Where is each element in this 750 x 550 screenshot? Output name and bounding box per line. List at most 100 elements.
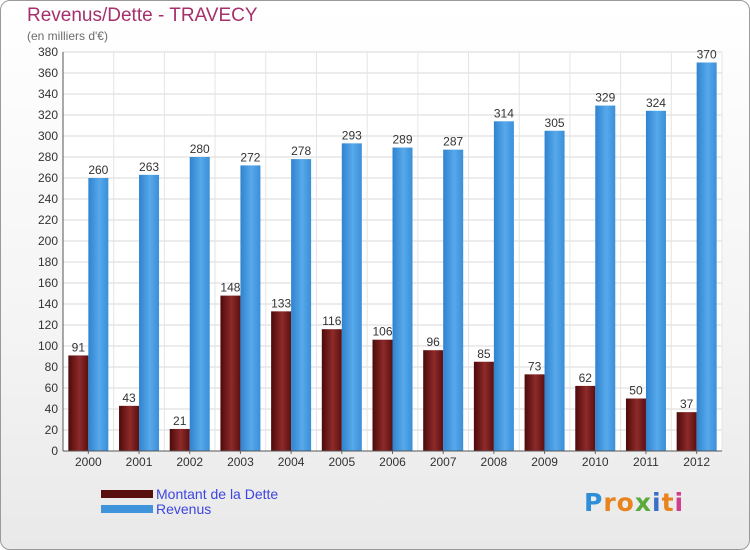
legend-swatch-revenus [101,505,153,513]
x-tick-label: 2004 [278,455,305,469]
x-tick-label: 2001 [126,455,153,469]
y-tick-label: 200 [38,234,58,248]
bar-dette [220,295,241,451]
bar-revenus [493,121,514,452]
bar-revenus [443,149,464,451]
bar-dette [169,428,190,451]
bar-dette [524,374,545,451]
bar-revenus [139,174,160,451]
data-label-revenus: 370 [697,48,717,62]
logo-letter: r [603,488,617,517]
bar-revenus [341,143,362,451]
data-label-dette: 106 [372,325,392,339]
data-label-revenus: 263 [139,160,159,174]
data-label-dette: 37 [680,397,694,411]
bar-dette [68,355,89,451]
y-tick-label: 120 [38,318,58,332]
labels-layer: 91 260 43 263 21 280 148 272 133 278 116 293 106 289 9… [72,48,717,428]
logo-letter: t [661,488,675,517]
bar-dette [575,385,596,451]
y-tick-label: 0 [51,444,58,458]
y-tick-label: 140 [38,297,58,311]
bar-revenus [240,165,261,451]
x-tick-label: 2007 [430,455,457,469]
bars-layer [68,62,717,452]
data-label-dette: 91 [72,340,86,354]
y-tick-label: 380 [38,45,58,59]
y-tick-label: 100 [38,339,58,353]
data-label-dette: 133 [271,296,291,310]
data-label-dette: 21 [173,414,187,428]
logo-letter: i [674,488,685,517]
y-tick-label: 240 [38,192,58,206]
x-tick-label: 2000 [75,455,102,469]
data-label-revenus: 324 [646,96,666,110]
y-tick-label: 360 [38,66,58,80]
x-tick-label: 2005 [328,455,355,469]
logo-letter: i [652,488,662,517]
x-tick-label: 2003 [227,455,254,469]
y-tick-label: 320 [38,108,58,122]
x-tick-label: 2009 [531,455,558,469]
data-label-dette: 50 [629,384,643,398]
logo-letter: o [616,488,635,517]
y-tick-label: 220 [38,213,58,227]
data-label-revenus: 278 [291,144,311,158]
y-tick-label: 340 [38,87,58,101]
bar-dette [271,311,292,451]
bar-dette [119,405,140,451]
proxiti-logo: Proxiti [584,488,684,517]
y-tick-label: 280 [38,150,58,164]
bar-revenus [645,110,666,452]
data-label-revenus: 272 [240,150,260,164]
bar-dette [676,412,697,451]
y-tick-label: 80 [45,360,59,374]
data-label-dette: 43 [122,391,136,405]
data-label-revenus: 305 [545,116,565,130]
chart-title: Revenus/Dette - TRAVECY [27,5,258,26]
bar-revenus [88,178,109,451]
bar-revenus [595,105,616,452]
y-tick-label: 20 [45,423,59,437]
data-label-dette: 85 [477,347,491,361]
data-label-revenus: 329 [595,91,615,105]
x-tick-label: 2002 [176,455,203,469]
bar-dette [625,398,646,451]
logo-letter: x [634,488,652,517]
y-tick-label: 300 [38,129,58,143]
data-label-dette: 96 [427,335,441,349]
data-label-dette: 116 [322,314,341,328]
bar-revenus [392,147,413,452]
y-tick-label: 60 [45,381,59,395]
y-tick-label: 260 [38,171,58,185]
x-tick-label: 2011 [633,455,659,469]
chart-subtitle: (en milliers d'€) [27,29,108,43]
axis-layer: 0 20 40 60 80 100 120 140 160 180 200 220 240 260 280 3… [38,45,722,469]
bar-dette [423,350,444,451]
data-label-revenus: 260 [88,163,108,177]
y-tick-label: 160 [38,276,58,290]
y-tick-label: 180 [38,255,58,269]
bar-revenus [544,130,565,451]
data-label-revenus: 289 [392,133,412,147]
legend-swatch-debt [101,490,153,498]
data-label-revenus: 293 [342,128,362,142]
bar-dette [473,361,494,451]
x-tick-label: 2010 [582,455,609,469]
data-label-revenus: 287 [443,135,463,149]
bar-revenus [291,159,312,451]
data-label-dette: 148 [220,281,240,295]
bar-revenus [189,157,210,451]
x-tick-label: 2006 [379,455,406,469]
data-label-dette: 62 [579,371,593,385]
data-label-revenus: 314 [494,106,514,120]
x-tick-label: 2008 [481,455,508,469]
legend-label-debt: Montant de la Dette [156,486,279,502]
y-tick-label: 40 [45,402,59,416]
data-label-dette: 73 [528,359,542,373]
data-label-revenus: 280 [190,142,210,156]
bar-revenus [696,62,717,451]
legend-label-revenus: Revenus [156,501,212,517]
